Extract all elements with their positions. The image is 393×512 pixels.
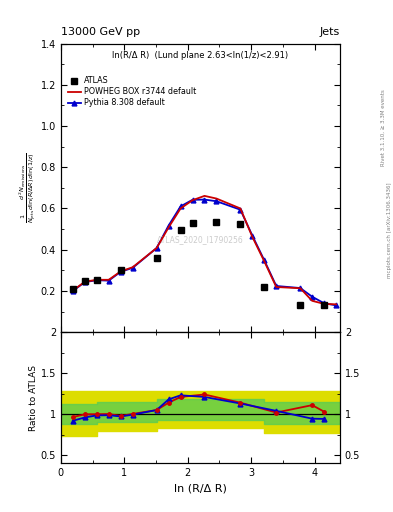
Text: Rivet 3.1.10, ≥ 3.3M events: Rivet 3.1.10, ≥ 3.3M events	[381, 90, 386, 166]
Line: ATLAS: ATLAS	[70, 219, 327, 308]
ATLAS	[83, 279, 87, 285]
POWHEG BOX r3744 default	[238, 205, 243, 211]
Pythia 8.308 default	[70, 288, 75, 294]
ATLAS	[298, 302, 303, 308]
Pythia 8.308 default	[238, 207, 243, 213]
Pythia 8.308 default	[118, 269, 123, 275]
POWHEG BOX r3744 default	[178, 205, 183, 211]
ATLAS	[154, 255, 159, 262]
Pythia 8.308 default	[214, 198, 219, 204]
POWHEG BOX r3744 default	[107, 276, 111, 283]
POWHEG BOX r3744 default	[190, 197, 195, 203]
POWHEG BOX r3744 default	[94, 276, 99, 283]
Text: ln(R/Δ R)  (Lund plane 2.63<ln(1/z)<2.91): ln(R/Δ R) (Lund plane 2.63<ln(1/z)<2.91)	[112, 51, 288, 60]
Y-axis label: $\frac{1}{N_\mathrm{jets}}\frac{d^2 N_\mathrm{emissions}}{d\ln(R/\Delta R)\,d\ln: $\frac{1}{N_\mathrm{jets}}\frac{d^2 N_\m…	[17, 153, 38, 223]
Pythia 8.308 default	[322, 300, 327, 306]
ATLAS	[190, 220, 195, 226]
ATLAS	[262, 284, 267, 290]
ATLAS	[94, 276, 99, 283]
Text: 13000 GeV pp: 13000 GeV pp	[61, 27, 140, 37]
Line: POWHEG BOX r3744 default: POWHEG BOX r3744 default	[73, 196, 336, 304]
Pythia 8.308 default	[298, 285, 303, 291]
Pythia 8.308 default	[190, 197, 195, 203]
Pythia 8.308 default	[334, 302, 338, 308]
Pythia 8.308 default	[310, 293, 314, 300]
POWHEG BOX r3744 default	[214, 196, 219, 202]
Pythia 8.308 default	[130, 265, 135, 271]
Pythia 8.308 default	[262, 258, 267, 264]
POWHEG BOX r3744 default	[274, 284, 279, 290]
POWHEG BOX r3744 default	[83, 279, 87, 285]
POWHEG BOX r3744 default	[310, 298, 314, 304]
POWHEG BOX r3744 default	[334, 301, 338, 307]
Pythia 8.308 default	[107, 278, 111, 284]
ATLAS	[178, 227, 183, 233]
POWHEG BOX r3744 default	[250, 234, 255, 240]
Pythia 8.308 default	[166, 223, 171, 229]
Pythia 8.308 default	[178, 203, 183, 209]
Pythia 8.308 default	[83, 279, 87, 285]
POWHEG BOX r3744 default	[262, 259, 267, 265]
Y-axis label: Ratio to ATLAS: Ratio to ATLAS	[29, 365, 38, 431]
POWHEG BOX r3744 default	[118, 268, 123, 274]
POWHEG BOX r3744 default	[130, 264, 135, 270]
X-axis label: ln (R/Δ R): ln (R/Δ R)	[174, 484, 227, 494]
ATLAS	[322, 302, 327, 308]
Pythia 8.308 default	[274, 283, 279, 289]
ATLAS	[118, 267, 123, 273]
Pythia 8.308 default	[154, 245, 159, 251]
Line: Pythia 8.308 default: Pythia 8.308 default	[70, 197, 339, 308]
POWHEG BOX r3744 default	[298, 285, 303, 291]
POWHEG BOX r3744 default	[202, 193, 207, 199]
Text: Jets: Jets	[320, 27, 340, 37]
POWHEG BOX r3744 default	[154, 245, 159, 251]
POWHEG BOX r3744 default	[322, 301, 327, 307]
POWHEG BOX r3744 default	[166, 224, 171, 230]
ATLAS	[214, 219, 219, 225]
Text: ATLAS_2020_I1790256: ATLAS_2020_I1790256	[157, 236, 244, 244]
ATLAS	[70, 286, 75, 292]
Pythia 8.308 default	[202, 197, 207, 203]
Pythia 8.308 default	[94, 277, 99, 283]
ATLAS	[238, 221, 243, 227]
Legend: ATLAS, POWHEG BOX r3744 default, Pythia 8.308 default: ATLAS, POWHEG BOX r3744 default, Pythia …	[68, 76, 196, 108]
Pythia 8.308 default	[250, 232, 255, 239]
Text: mcplots.cern.ch [arXiv:1306.3436]: mcplots.cern.ch [arXiv:1306.3436]	[387, 183, 391, 278]
POWHEG BOX r3744 default	[70, 287, 75, 293]
